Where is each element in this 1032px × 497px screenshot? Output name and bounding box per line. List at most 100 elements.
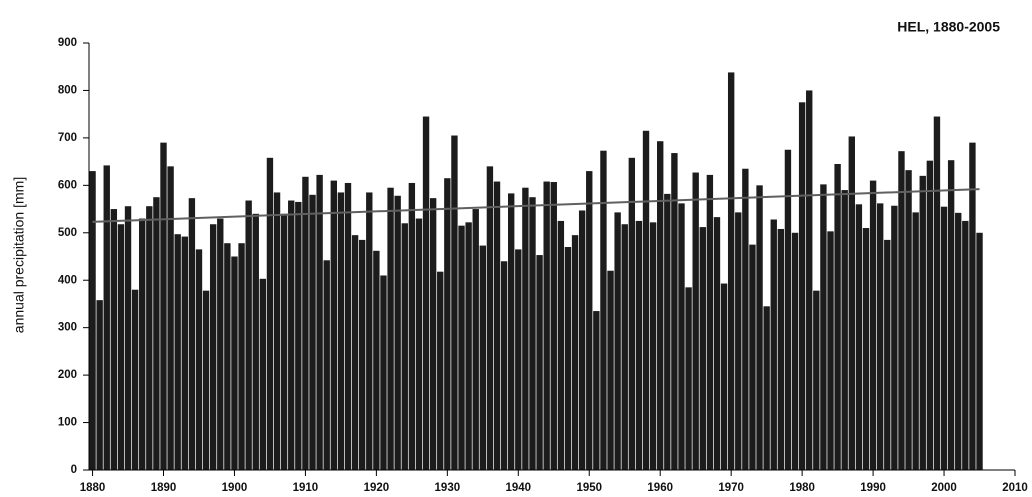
bar — [621, 224, 628, 470]
bar — [806, 90, 813, 470]
bar — [933, 116, 941, 471]
bar — [330, 180, 337, 471]
bar — [486, 166, 494, 470]
bar — [862, 228, 870, 470]
bar — [422, 116, 430, 471]
bar — [798, 102, 806, 471]
bar — [976, 232, 983, 470]
bar — [401, 223, 408, 470]
bar — [238, 243, 245, 470]
bar — [415, 218, 423, 470]
bar — [316, 174, 323, 470]
bar — [813, 290, 820, 470]
bar — [855, 204, 863, 471]
bar — [273, 192, 281, 470]
bar — [167, 166, 174, 470]
bar — [699, 227, 706, 470]
x-tick-label: 1970 — [718, 482, 744, 494]
bar — [429, 198, 437, 471]
bar — [408, 182, 416, 470]
bar — [202, 290, 210, 470]
bar — [578, 210, 586, 470]
bar — [209, 224, 217, 470]
bar — [344, 182, 352, 470]
x-tick-label: 1990 — [860, 482, 886, 494]
bar — [564, 247, 572, 470]
bar — [288, 200, 295, 470]
y-tick-label: 600 — [58, 179, 77, 191]
bar — [614, 212, 621, 471]
y-tick-label: 100 — [58, 417, 77, 429]
bar — [763, 306, 770, 470]
bar — [103, 165, 110, 470]
bar — [451, 135, 458, 470]
bar — [195, 249, 203, 470]
bar — [380, 275, 387, 470]
bar — [444, 178, 451, 470]
bar — [969, 142, 976, 470]
bar — [664, 193, 671, 470]
bar — [926, 160, 934, 470]
x-tick-label: 2000 — [931, 482, 957, 494]
bar — [465, 222, 472, 470]
bar — [685, 287, 692, 470]
bar — [543, 181, 550, 470]
bar — [160, 142, 167, 470]
x-tick-label: 1930 — [435, 482, 461, 494]
bar — [529, 197, 536, 470]
bar — [252, 213, 259, 471]
bar — [593, 311, 600, 470]
bar — [224, 243, 231, 470]
bar — [96, 300, 103, 470]
bar — [124, 206, 132, 470]
bar — [905, 170, 912, 470]
bar — [110, 209, 118, 471]
bar — [146, 206, 153, 470]
x-tick-label: 1960 — [647, 482, 673, 494]
y-tick-label: 400 — [58, 274, 77, 286]
bar — [550, 182, 557, 471]
x-tick-label: 1920 — [364, 482, 390, 494]
x-tick-label: 1880 — [80, 482, 106, 494]
bar — [522, 187, 529, 470]
bar — [131, 289, 139, 470]
bar — [387, 187, 394, 470]
y-tick-label: 300 — [58, 322, 77, 334]
bar — [500, 261, 508, 470]
bar — [366, 192, 373, 470]
bar — [89, 171, 96, 470]
x-tick-label: 1950 — [576, 482, 602, 494]
bar — [323, 260, 330, 470]
bar — [536, 255, 543, 470]
y-axis-label: annual precipitation [mm] — [11, 177, 27, 333]
bar — [642, 130, 650, 470]
bar — [266, 157, 274, 470]
bar — [947, 160, 955, 470]
bar — [820, 184, 827, 470]
bar — [309, 194, 316, 471]
bar — [153, 197, 160, 470]
bar — [607, 270, 614, 470]
y-tick-label: 200 — [58, 369, 77, 381]
bar — [692, 172, 699, 471]
bar — [876, 203, 884, 470]
bar — [358, 239, 366, 470]
bar — [373, 250, 380, 470]
bar — [217, 218, 224, 470]
bar — [649, 222, 657, 470]
bar — [515, 249, 522, 470]
bar — [188, 198, 196, 471]
bar — [919, 175, 926, 470]
bar — [756, 185, 763, 471]
x-tick-label: 1890 — [151, 482, 177, 494]
bar — [735, 212, 742, 471]
bar — [181, 236, 188, 470]
x-tick-label: 2010 — [1002, 482, 1028, 494]
y-tick-label: 900 — [58, 37, 77, 49]
bar — [628, 157, 636, 470]
bar — [713, 217, 721, 470]
bar — [302, 176, 309, 470]
bar — [571, 235, 579, 470]
bar — [557, 220, 565, 470]
